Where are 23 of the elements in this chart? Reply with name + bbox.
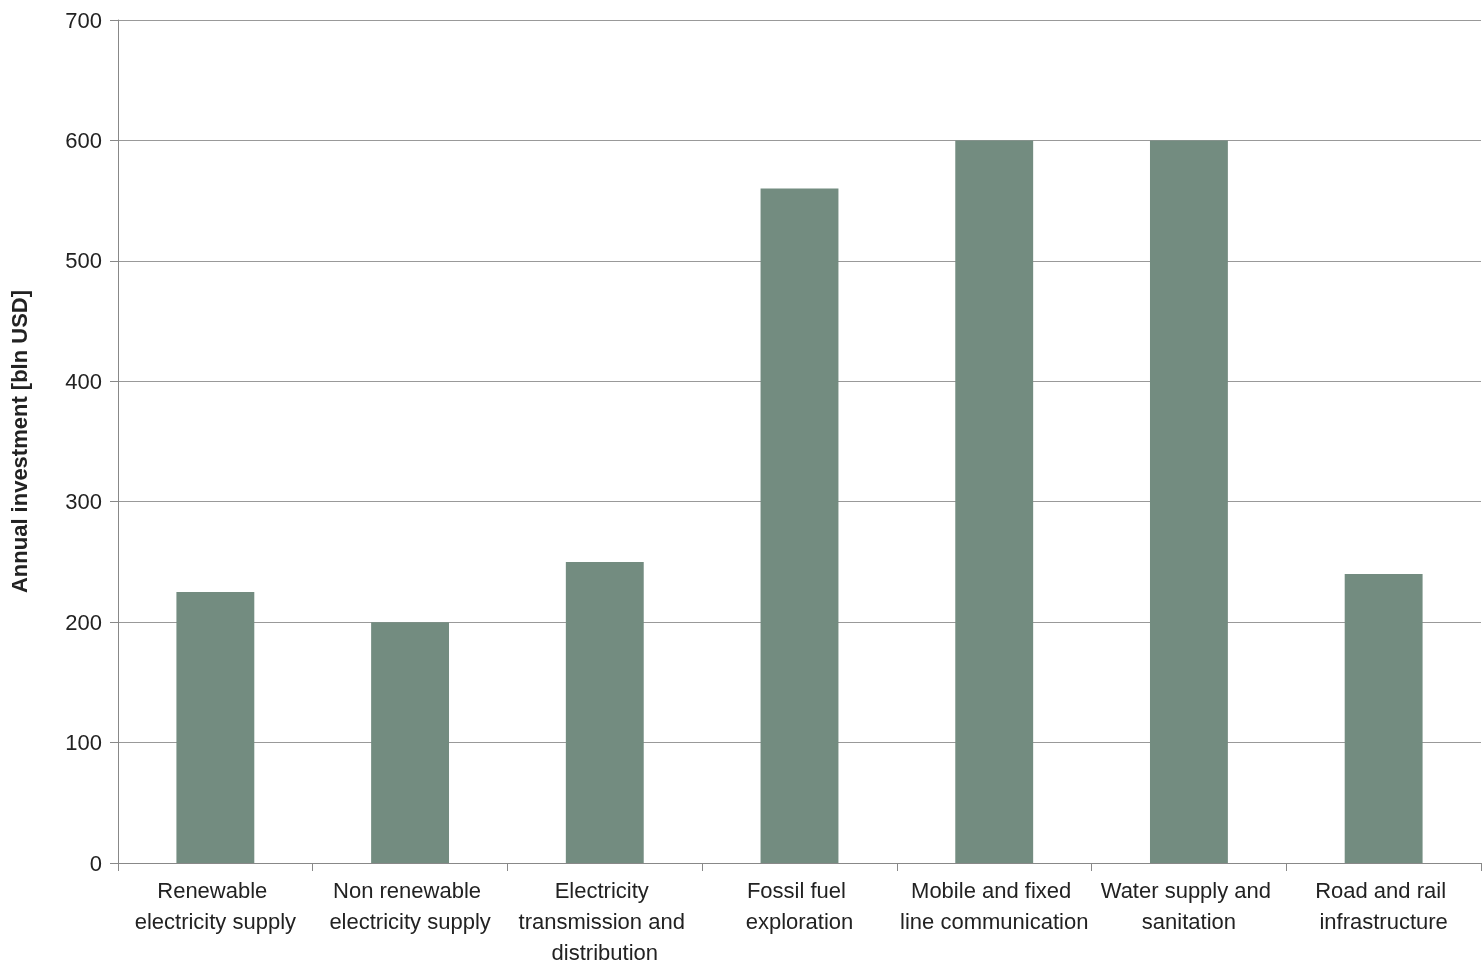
y-tick-label: 500 (65, 248, 102, 274)
x-tick-label: Electricity transmission and distribution (518, 878, 691, 965)
y-tick-label: 600 (65, 127, 102, 153)
x-tick-label: Water supply and sanitation (1100, 878, 1278, 934)
x-tick-label: Renewable electricity supply (134, 878, 297, 934)
x-tick-label: Non renewable electricity supply (329, 878, 491, 934)
bar (176, 592, 255, 863)
y-tick-label: 0 (89, 850, 102, 876)
x-tick-label: Fossil fuel exploration (745, 878, 854, 934)
bar (371, 622, 450, 863)
bar (955, 140, 1034, 863)
bar (1344, 573, 1423, 863)
bar (760, 188, 839, 863)
y-tick-label: 200 (65, 609, 102, 635)
y-tick-label: 300 (65, 489, 102, 515)
y-axis-title: Annual investment [bln USD] (6, 289, 32, 594)
bar (565, 561, 644, 863)
y-tick-label: 100 (65, 730, 102, 756)
bar (1149, 140, 1228, 863)
x-tick-label: Mobile and fixed line communication (900, 878, 1089, 934)
y-tick-label: 700 (65, 7, 102, 33)
x-tick-label: Road and rail infrastructure (1315, 878, 1453, 934)
y-tick-label: 400 (65, 368, 102, 394)
